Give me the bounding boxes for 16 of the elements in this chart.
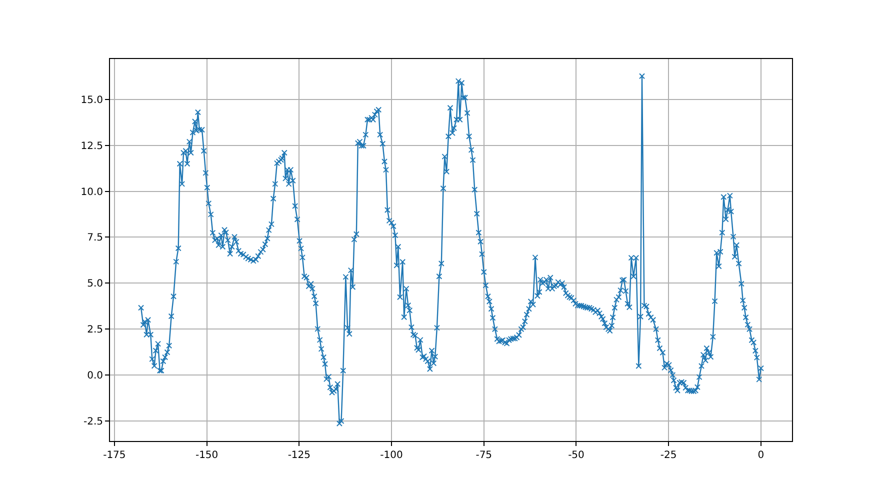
x-tick-label: 0 bbox=[758, 450, 764, 461]
y-tick-label: 7.5 bbox=[87, 232, 103, 244]
x-tick-label: -100 bbox=[380, 450, 403, 461]
x-tick-label: -50 bbox=[568, 450, 584, 461]
y-tick-label: 2.5 bbox=[87, 324, 103, 336]
y-tick-label: 15.0 bbox=[80, 94, 103, 106]
y-tick-label: 5.0 bbox=[87, 278, 103, 290]
x-tick-label: -25 bbox=[660, 450, 677, 461]
x-tick-label: -125 bbox=[288, 450, 311, 461]
x-tick-label: -175 bbox=[103, 450, 126, 461]
x-tick-label: -75 bbox=[476, 450, 492, 461]
y-tick-label: 10.0 bbox=[80, 186, 103, 198]
y-tick-label: -2.5 bbox=[83, 416, 103, 428]
y-tick-label: 0.0 bbox=[87, 370, 103, 382]
y-tick-label: 12.5 bbox=[80, 140, 103, 152]
x-tick-label: -150 bbox=[195, 450, 218, 461]
